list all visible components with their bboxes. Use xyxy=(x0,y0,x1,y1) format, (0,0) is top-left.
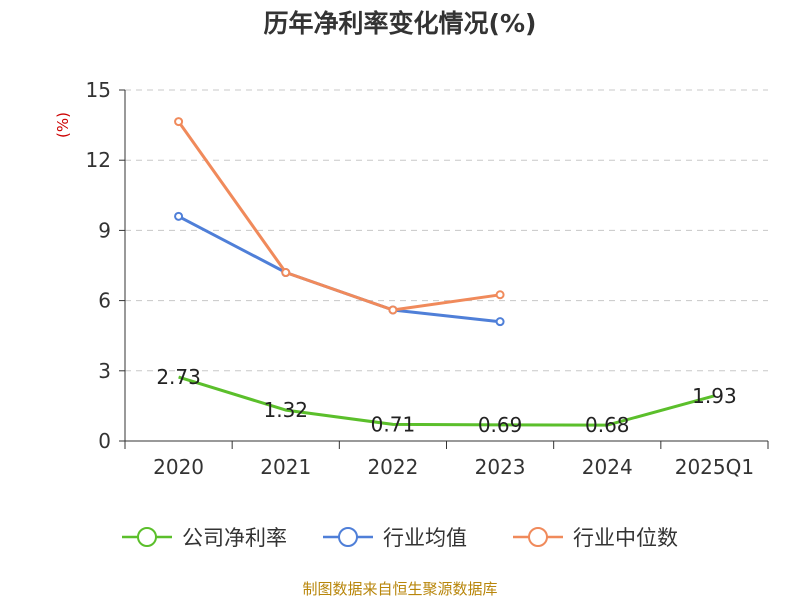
source-note: 制图数据来自恒生聚源数据库 xyxy=(302,580,497,598)
series-point xyxy=(388,305,398,315)
axes: 0 3 6 9 12 15 2020 2021 2022 2023 2024 2025Q1 xyxy=(86,78,769,479)
x-tick-label: 2023 xyxy=(475,455,526,479)
data-label: 0.69 xyxy=(478,413,523,437)
legend-marker xyxy=(528,527,548,547)
series-point xyxy=(495,317,505,327)
legend-label: 公司净利率 xyxy=(182,526,287,550)
x-tick-label: 2025Q1 xyxy=(675,455,754,479)
legend-marker xyxy=(338,527,358,547)
data-label: 1.93 xyxy=(692,384,737,408)
series-line-1 xyxy=(177,215,501,324)
data-label: 1.32 xyxy=(263,398,308,422)
grid xyxy=(125,89,768,372)
series-point xyxy=(174,117,184,127)
series-point xyxy=(174,211,184,221)
data-labels: 2.73 1.32 0.71 0.69 0.68 1.93 xyxy=(156,365,736,437)
data-label: 0.68 xyxy=(585,413,630,437)
y-tick-label: 15 xyxy=(86,78,111,102)
x-tick-label: 2024 xyxy=(582,455,633,479)
y-tick-label: 9 xyxy=(98,218,111,242)
legend-marker xyxy=(137,527,157,547)
data-label: 0.71 xyxy=(371,412,416,436)
series xyxy=(174,117,715,427)
legend-label: 行业均值 xyxy=(383,526,467,550)
x-tick-label: 2022 xyxy=(367,455,418,479)
data-label: 2.73 xyxy=(156,365,201,389)
legend: 公司净利率 行业均值 行业中位数 xyxy=(122,526,678,550)
y-tick-label: 6 xyxy=(98,289,111,313)
y-tick-label: 0 xyxy=(98,429,111,453)
chart-title: 历年净利率变化情况(%) xyxy=(264,9,537,38)
y-axis-unit: (%) xyxy=(54,112,72,138)
series-line-0 xyxy=(178,375,715,427)
x-tick-label: 2020 xyxy=(153,455,204,479)
x-tick-label: 2021 xyxy=(260,455,311,479)
y-tick-label: 3 xyxy=(98,359,111,383)
legend-label: 行业中位数 xyxy=(573,526,678,550)
series-point xyxy=(495,290,505,300)
y-tick-label: 12 xyxy=(86,148,111,172)
series-line-2 xyxy=(177,120,501,312)
series-point xyxy=(281,268,291,278)
